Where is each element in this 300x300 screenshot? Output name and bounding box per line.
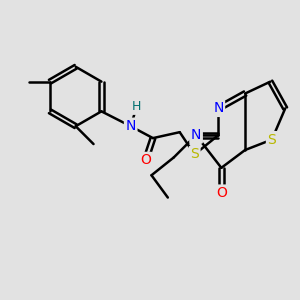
Text: N: N xyxy=(191,128,201,142)
Text: O: O xyxy=(216,186,227,200)
Text: S: S xyxy=(268,133,276,147)
Text: N: N xyxy=(213,101,224,116)
Text: O: O xyxy=(140,153,151,167)
Text: N: N xyxy=(125,119,136,133)
Text: S: S xyxy=(190,148,199,161)
Text: H: H xyxy=(132,100,141,113)
